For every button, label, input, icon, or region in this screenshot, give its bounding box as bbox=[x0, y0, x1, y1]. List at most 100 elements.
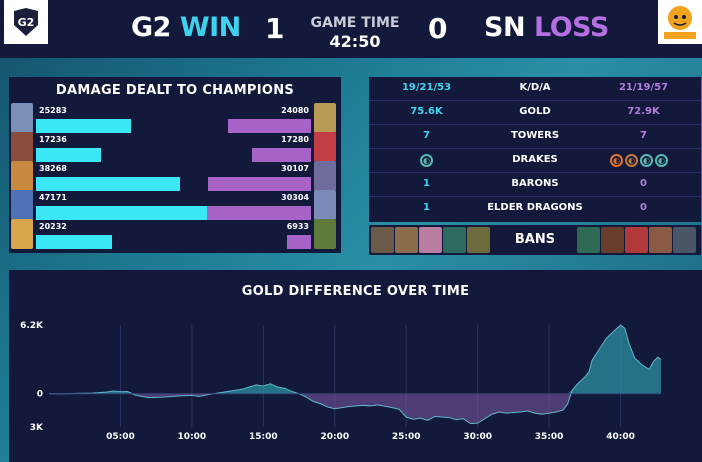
left-team-score: 1 bbox=[265, 12, 285, 45]
x-tick-label: 30:00 bbox=[463, 432, 492, 442]
g2-damage-value: 38268 bbox=[39, 164, 67, 173]
right-team-result: LOSS bbox=[533, 12, 609, 43]
suning-lion-icon bbox=[664, 6, 696, 39]
sn-drakes: ◐ ◐ ◐ ◐ bbox=[610, 154, 668, 167]
sn-stat-value: 21/19/57 bbox=[618, 82, 669, 93]
x-tick-label: 25:00 bbox=[392, 432, 421, 442]
gold-chart-title: GOLD DIFFERENCE OVER TIME bbox=[241, 284, 470, 299]
sn-damage-value: 30304 bbox=[281, 193, 309, 202]
g2-damage-bar bbox=[36, 119, 132, 133]
x-tick-label: 15:00 bbox=[249, 432, 278, 442]
team-stats-panel: 19/21/53 K/D/A 21/19/57 75.6K GOLD 72.9K 7 TOWE… bbox=[369, 77, 701, 222]
g2-banned-champion bbox=[419, 227, 442, 253]
sn-champion-portrait bbox=[314, 219, 336, 249]
sn-damage-value: 24080 bbox=[281, 106, 309, 115]
g2-damage-value: 47171 bbox=[39, 193, 67, 202]
right-team-score: 0 bbox=[428, 12, 448, 45]
g2-champion-portrait bbox=[11, 219, 33, 249]
sn-champion-portrait bbox=[314, 132, 336, 162]
sn-stat-value: 0 bbox=[640, 202, 647, 213]
g2-damage-value: 25283 bbox=[39, 106, 67, 115]
g2-stat-value: 7 bbox=[423, 130, 430, 141]
stat-row: 75.6K GOLD 72.9K bbox=[369, 101, 701, 125]
gold-difference-chart: 05:00 10:00 15:00 20:00 25:00 30:00 35:00 40:00… bbox=[20, 321, 662, 442]
sn-champion-portrait bbox=[314, 190, 336, 220]
sn-banned-champion bbox=[625, 227, 648, 253]
x-tick-label: 10:00 bbox=[178, 432, 207, 442]
mountain-drake-icon: ◐ bbox=[625, 154, 638, 167]
sn-champion-portrait bbox=[314, 161, 336, 191]
game-time-value: 42:50 bbox=[329, 32, 381, 51]
g2-champion-portrait bbox=[11, 103, 33, 133]
g2-damage-bar bbox=[36, 235, 113, 249]
sn-champion-portrait bbox=[314, 103, 336, 133]
right-team-tag: SN bbox=[484, 12, 526, 43]
g2-damage-bar bbox=[36, 148, 101, 162]
bans-panel bbox=[369, 225, 701, 255]
sn-banned-champion bbox=[649, 227, 672, 253]
stat-row: 1 ELDER DRAGONS 0 bbox=[369, 197, 701, 221]
g2-damage-value: 17236 bbox=[39, 135, 67, 144]
g2-damage-bar bbox=[36, 206, 214, 220]
ocean-drake-icon: ◐ bbox=[640, 154, 653, 167]
g2-stat-value: 75.6K bbox=[410, 106, 443, 117]
stat-label: ELDER DRAGONS bbox=[487, 202, 583, 213]
stat-row: 19/21/53 K/D/A 21/19/57 bbox=[369, 77, 701, 101]
sn-damage-value: 6933 bbox=[286, 222, 309, 231]
x-tick-label: 20:00 bbox=[320, 432, 349, 442]
g2-banned-champion bbox=[443, 227, 466, 253]
damage-panel: DAMAGE DEALT TO CHAMPIONS 25283 24080 1723… bbox=[9, 77, 341, 253]
g2-banned-champion bbox=[395, 227, 418, 253]
sn-stat-value: 72.9K bbox=[627, 106, 660, 117]
g2-drakes: ◐ bbox=[420, 154, 433, 167]
sn-banned-champion bbox=[601, 227, 624, 253]
stat-row: 1 BARONS 0 bbox=[369, 173, 701, 197]
g2-champion-portrait bbox=[11, 190, 33, 220]
sn-damage-value: 17280 bbox=[281, 135, 309, 144]
left-team-name: G2 WIN bbox=[131, 12, 241, 43]
game-time-label: GAME TIME bbox=[310, 15, 400, 31]
g2-banned-champion bbox=[371, 227, 394, 253]
stat-label: TOWERS bbox=[510, 130, 560, 141]
gold-difference-line bbox=[49, 324, 662, 425]
g2-damage-bar bbox=[36, 177, 180, 191]
stat-label: K/D/A bbox=[519, 82, 551, 93]
g2-banned-champion bbox=[467, 227, 490, 253]
x-tick-label: 05:00 bbox=[106, 432, 135, 442]
g2-champion-portrait bbox=[11, 161, 33, 191]
right-team-name: SN LOSS bbox=[484, 12, 609, 43]
ocean-drake-icon: ◐ bbox=[420, 154, 433, 167]
g2-stat-value: 1 bbox=[423, 178, 430, 189]
gold-lead-area bbox=[49, 325, 661, 394]
bans-label: BANS bbox=[514, 232, 556, 247]
sn-damage-bar bbox=[207, 177, 311, 191]
stat-row: DRAKES ◐ ◐ ◐ ◐ ◐ bbox=[369, 149, 701, 173]
sn-banned-champion bbox=[673, 227, 696, 253]
g2-champion-portrait bbox=[11, 132, 33, 162]
y-tick-label: 6.2K bbox=[20, 321, 44, 331]
y-tick-label: 0 bbox=[37, 390, 43, 400]
stat-label: BARONS bbox=[511, 178, 559, 189]
stat-row: 7 TOWERS 7 bbox=[369, 125, 701, 149]
x-tick-label: 35:00 bbox=[535, 432, 564, 442]
sn-damage-value: 30107 bbox=[281, 164, 309, 173]
gold-chart-panel: GOLD DIFFERENCE OVER TIME 05:00 10:00 15:0… bbox=[9, 270, 702, 462]
stat-label: DRAKES bbox=[512, 154, 558, 165]
g2-stat-value: 19/21/53 bbox=[401, 82, 452, 93]
sn-stat-value: 7 bbox=[640, 130, 647, 141]
g2-stat-value: 1 bbox=[423, 202, 430, 213]
x-tick-label: 40:00 bbox=[606, 432, 635, 442]
left-team-result: WIN bbox=[179, 12, 241, 43]
stat-label: GOLD bbox=[519, 106, 551, 117]
g2-damage-value: 20232 bbox=[39, 222, 67, 231]
sn-damage-bar bbox=[228, 119, 311, 133]
y-tick-label: 3K bbox=[30, 423, 44, 433]
svg-text:G2: G2 bbox=[18, 16, 35, 29]
suning-logo bbox=[658, 0, 702, 44]
infernal-drake-icon: ◐ bbox=[610, 154, 623, 167]
left-team-tag: G2 bbox=[131, 12, 171, 43]
sn-stat-value: 0 bbox=[640, 178, 647, 189]
damage-panel-title: DAMAGE DEALT TO CHAMPIONS bbox=[55, 83, 295, 98]
gold-deficit-area bbox=[49, 393, 661, 424]
g2-logo-icon: G2 bbox=[14, 8, 38, 36]
